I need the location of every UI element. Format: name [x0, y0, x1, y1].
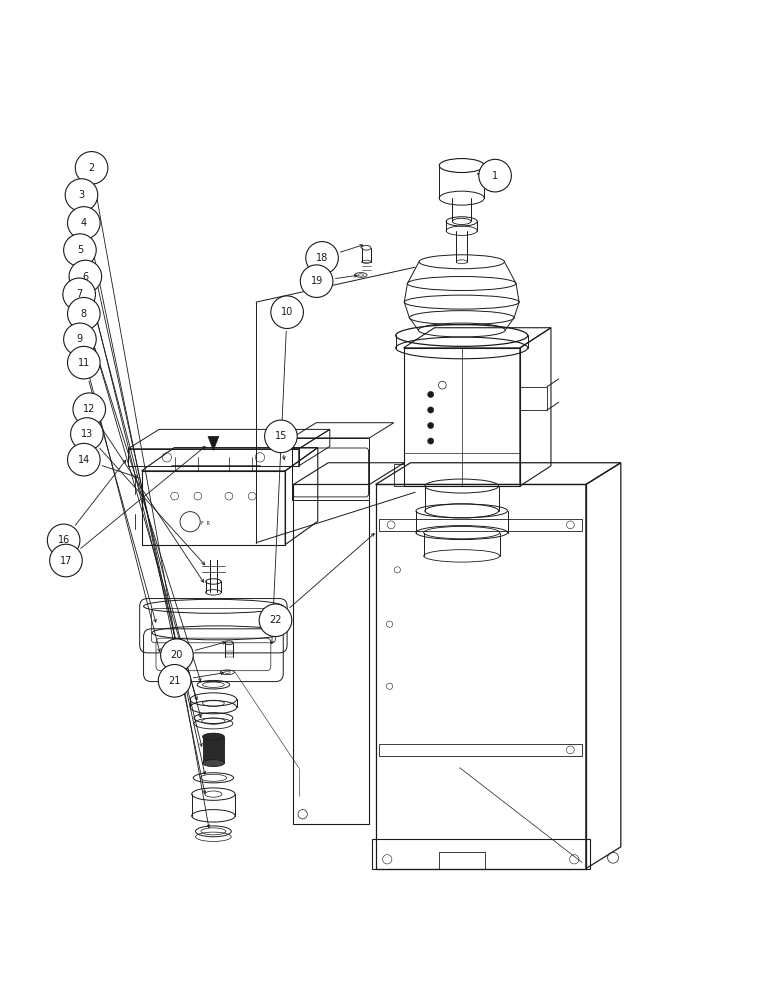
Circle shape [71, 418, 103, 450]
Bar [379, 519, 582, 531]
Bar [293, 484, 369, 824]
Text: 20: 20 [171, 650, 183, 660]
Circle shape [64, 323, 96, 356]
Circle shape [265, 420, 297, 453]
Text: 1: 1 [492, 171, 498, 181]
Bar [292, 438, 369, 500]
Circle shape [47, 524, 80, 557]
Text: 7: 7 [76, 289, 82, 299]
Circle shape [271, 296, 303, 329]
Bar [141, 471, 286, 545]
Text: 12: 12 [83, 404, 95, 414]
Circle shape [428, 422, 434, 429]
Ellipse shape [203, 760, 224, 767]
Text: 3: 3 [78, 190, 85, 200]
Text: F R: F R [201, 521, 210, 526]
Circle shape [428, 438, 434, 444]
Text: 15: 15 [275, 431, 287, 441]
Bar [203, 737, 224, 763]
Circle shape [259, 604, 292, 637]
Text: 13: 13 [81, 429, 93, 439]
Text: 4: 4 [81, 218, 87, 228]
Circle shape [428, 407, 434, 413]
Circle shape [68, 297, 100, 330]
Circle shape [306, 242, 338, 274]
Polygon shape [208, 436, 219, 450]
Text: 19: 19 [310, 276, 323, 286]
Text: 9: 9 [77, 334, 83, 344]
Bar [372, 839, 590, 869]
Text: 22: 22 [269, 615, 282, 625]
Bar [404, 348, 520, 486]
Text: 18: 18 [316, 253, 328, 263]
Ellipse shape [203, 733, 224, 740]
Text: 2: 2 [88, 163, 95, 173]
Bar [520, 387, 547, 410]
Text: 21: 21 [168, 676, 181, 686]
Circle shape [68, 207, 100, 239]
Circle shape [428, 391, 434, 398]
Text: 6: 6 [82, 272, 88, 282]
Bar [128, 449, 299, 466]
Circle shape [69, 260, 102, 293]
Circle shape [300, 265, 333, 297]
Circle shape [63, 278, 95, 311]
Text: 14: 14 [78, 455, 90, 465]
Text: 16: 16 [57, 535, 70, 545]
Text: 8: 8 [81, 309, 87, 319]
Circle shape [75, 152, 108, 184]
Bar [438, 852, 485, 869]
Circle shape [50, 544, 82, 577]
Circle shape [73, 393, 106, 426]
Circle shape [158, 665, 191, 697]
Circle shape [65, 179, 98, 211]
Text: 10: 10 [281, 307, 293, 317]
Circle shape [479, 159, 511, 192]
Text: 11: 11 [78, 358, 90, 368]
Circle shape [161, 639, 193, 671]
Bar [379, 744, 582, 756]
Circle shape [64, 234, 96, 266]
Text: 5: 5 [77, 245, 83, 255]
Circle shape [68, 346, 100, 379]
Text: 17: 17 [60, 556, 72, 566]
Bar [376, 484, 586, 869]
Circle shape [68, 443, 100, 476]
